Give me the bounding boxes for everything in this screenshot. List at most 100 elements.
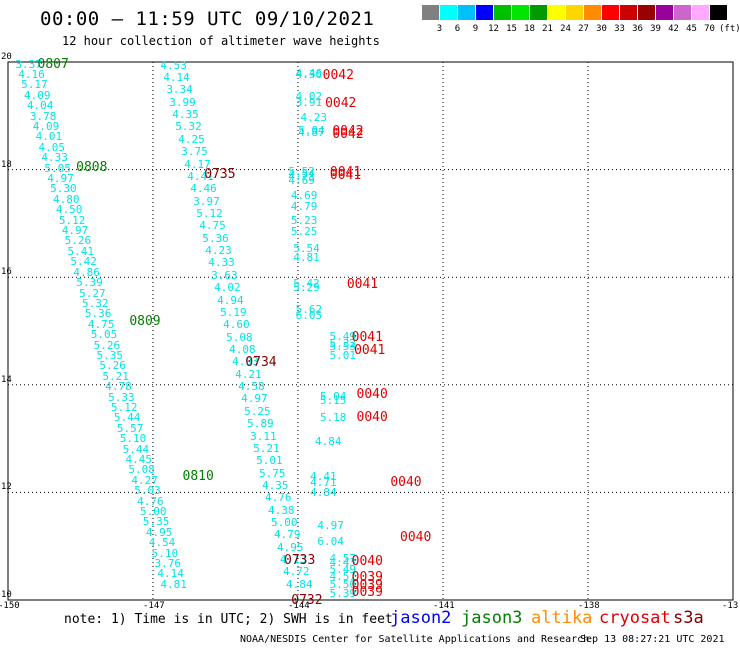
wave-height-value: 4.25 xyxy=(178,132,205,146)
pass-time-label: 0734 xyxy=(245,354,277,370)
wave-height-value: 4.38 xyxy=(268,503,295,517)
wave-height-value: 5.03 xyxy=(134,484,161,498)
legend-swatch xyxy=(584,5,601,20)
pass-time-label: 0809 xyxy=(129,314,161,330)
pass-time-label: 0040 xyxy=(400,529,432,545)
wave-height-value: 4.75 xyxy=(199,219,226,233)
pass-time-label: 0041 xyxy=(354,343,386,359)
legend-label: 33 xyxy=(614,24,625,34)
wave-height-value: 5.10 xyxy=(151,546,179,560)
longitude-tick-label: -141 xyxy=(433,601,455,611)
satellite-name-altika: altika xyxy=(531,608,593,628)
wave-height-value: 5.26 xyxy=(64,234,92,248)
wave-height-value: 4.16 xyxy=(18,68,45,82)
longitude-tick-label: -144 xyxy=(288,601,310,611)
wave-height-value: 5.10 xyxy=(119,432,147,446)
latitude-tick-label: 16 xyxy=(1,267,12,278)
wave-height-value: 4.41 xyxy=(310,470,337,484)
wave-height-value: 4.02 xyxy=(214,281,241,295)
wave-height-value: 5.00 xyxy=(140,505,167,519)
pass-time-label: 0040 xyxy=(390,474,422,490)
wave-height-value: 5.21 xyxy=(102,369,129,383)
pass-time-label: 0732 xyxy=(291,593,323,608)
pass-time-label: 0040 xyxy=(356,410,388,426)
generation-timestamp: Sep 13 08:27:21 UTC 2021 xyxy=(580,634,725,645)
wave-height-value: 4.76 xyxy=(137,494,164,508)
wave-height-value: 3.63 xyxy=(211,268,238,282)
wave-height-value: 4.02 xyxy=(295,90,323,104)
wave-height-value: 4.01 xyxy=(35,130,63,144)
legend-label: 6 xyxy=(454,24,461,34)
wave-height-value: 5.35 xyxy=(96,348,124,362)
legend-label: 21 xyxy=(542,24,553,34)
legend-label: 9 xyxy=(472,24,479,34)
wave-height-value: 4.46 xyxy=(190,182,217,196)
wave-height-value: 5.32 xyxy=(82,296,109,310)
wave-height-value: 5.04 xyxy=(319,389,347,403)
wave-height-value: 3.37 xyxy=(15,57,42,71)
legend-swatch xyxy=(620,5,637,20)
wave-height-value: 5.35 xyxy=(142,515,170,529)
wave-height-value: 4.93 xyxy=(232,355,259,369)
wave-height-value: 5.05 xyxy=(90,328,118,342)
wave-height-value: 3.11 xyxy=(250,429,277,443)
wave-height-value: 4.53 xyxy=(160,58,187,72)
legend-label: 24 xyxy=(560,24,571,34)
wave-height-value: 4.05 xyxy=(38,140,66,154)
wave-height-value: 4.17 xyxy=(184,157,211,171)
legend-swatch xyxy=(602,5,619,20)
wave-height-value: 4.54 xyxy=(148,536,176,550)
wave-height-value: 4.97 xyxy=(241,392,268,406)
wave-height-value: 5.18 xyxy=(319,411,347,425)
wave-height-value: 4.72 xyxy=(283,565,310,579)
wave-height-value: 4.97 xyxy=(317,518,344,532)
credit-line: NOAA/NESDIS Center for Satellite Applica… xyxy=(240,634,590,645)
wave-height-value: 4.97 xyxy=(47,172,74,186)
wave-height-value: 5.00 xyxy=(271,516,298,530)
pass-time-label: 0039 xyxy=(351,585,383,601)
wave-height-value: 5.36 xyxy=(84,307,112,321)
wave-height-value: 5.36 xyxy=(202,231,229,245)
wave-height-value: 5.19 xyxy=(220,305,247,319)
legend-swatch xyxy=(674,5,691,20)
wave-height-value: 5.27 xyxy=(79,286,106,300)
pass-time-label: 0042 xyxy=(322,68,354,84)
pass-time-label: 0039 xyxy=(351,570,383,586)
legend-label: 15 xyxy=(506,24,517,34)
wave-height-value: 4.71 xyxy=(310,475,337,489)
wave-height-value: 5.42 xyxy=(70,255,97,269)
wave-height-value: 4.41 xyxy=(187,169,214,183)
wave-height-value: 5.25 xyxy=(244,404,271,418)
map-frame xyxy=(7,61,734,601)
wave-height-value: 4.79 xyxy=(290,200,318,214)
wave-height-value: 5.26 xyxy=(93,338,121,352)
wave-height-value: 5.39 xyxy=(329,587,357,600)
pass-time-label: 0041 xyxy=(351,330,383,346)
satellite-name-jason2: jason2 xyxy=(390,608,452,628)
wave-height-value: 5.33 xyxy=(108,390,135,404)
wave-height-value: 5.01 xyxy=(256,454,283,468)
longitude-tick-label: -138 xyxy=(578,601,600,611)
legend-label: 30 xyxy=(596,24,607,34)
longitude-tick-label: -147 xyxy=(143,601,165,611)
wave-height-value: 4.45 xyxy=(125,453,153,466)
longitude-tick-label: -13 xyxy=(722,601,739,611)
wave-height-value: 5.30 xyxy=(50,182,77,196)
legend-label: 3 xyxy=(436,24,443,34)
legend-swatch xyxy=(512,5,529,20)
wave-height-value: 5.32 xyxy=(175,120,202,134)
pass-time-label: 0733 xyxy=(284,552,316,568)
wave-height-value: 4.33 xyxy=(208,256,235,270)
wave-height-value: 5.12 xyxy=(58,213,86,227)
wave-height-value: 5.08 xyxy=(128,463,155,477)
wave-height-value: 5.42 xyxy=(293,276,320,290)
pass-time-label: 0042 xyxy=(332,127,364,143)
wave-height-value: 4.57 xyxy=(329,552,357,566)
pass-time-label: 0041 xyxy=(329,164,362,180)
wave-height-value: 5.15 xyxy=(319,393,347,407)
legend-swatch xyxy=(638,5,655,20)
wave-height-value: 3.76 xyxy=(154,557,182,571)
wave-height-value: 5.57 xyxy=(116,421,144,435)
wave-height-value: 4.81 xyxy=(160,577,187,591)
